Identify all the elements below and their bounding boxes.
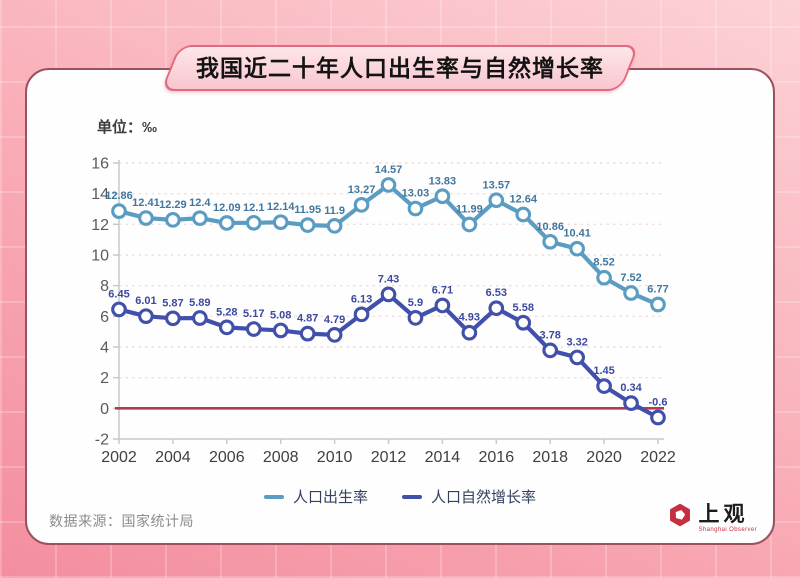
svg-text:2016: 2016 xyxy=(479,449,515,466)
svg-text:12.86: 12.86 xyxy=(105,190,133,202)
shanghai-observer-logo: 上观 Shanghai Observer xyxy=(667,502,758,533)
svg-text:12.29: 12.29 xyxy=(159,199,187,211)
birth-rate-line-swatch xyxy=(263,494,284,499)
chart-legend: 人口出生率 人口自然增长率 xyxy=(27,486,773,507)
svg-text:12.4: 12.4 xyxy=(189,197,211,209)
svg-text:2010: 2010 xyxy=(317,449,353,466)
svg-text:2006: 2006 xyxy=(209,449,245,466)
svg-text:13.83: 13.83 xyxy=(429,175,457,187)
svg-text:7.52: 7.52 xyxy=(620,272,641,284)
svg-text:2022: 2022 xyxy=(640,449,676,466)
data-source-note: 数据来源：国家统计局 xyxy=(49,513,194,529)
legend-label-natural-growth: 人口自然增长率 xyxy=(431,489,537,506)
svg-text:4.87: 4.87 xyxy=(297,313,318,325)
svg-text:14: 14 xyxy=(91,186,109,203)
svg-text:7.43: 7.43 xyxy=(378,273,399,285)
svg-text:6.01: 6.01 xyxy=(135,295,156,307)
svg-text:4: 4 xyxy=(100,339,109,356)
svg-text:5.58: 5.58 xyxy=(513,302,534,314)
svg-text:2002: 2002 xyxy=(101,449,137,466)
svg-text:14.57: 14.57 xyxy=(375,164,403,176)
svg-text:5.17: 5.17 xyxy=(243,308,264,320)
svg-text:13.57: 13.57 xyxy=(483,179,511,191)
svg-text:12.64: 12.64 xyxy=(509,194,537,206)
svg-text:10.86: 10.86 xyxy=(536,221,564,233)
svg-text:5.9: 5.9 xyxy=(408,297,423,309)
svg-text:6.53: 6.53 xyxy=(486,287,507,299)
legend-label-birth-rate: 人口出生率 xyxy=(292,489,368,506)
logo-flower-icon xyxy=(669,503,690,527)
svg-text:12: 12 xyxy=(91,217,109,234)
legend-item-natural-growth: 人口自然增长率 xyxy=(402,486,536,507)
svg-text:3.32: 3.32 xyxy=(566,336,587,348)
svg-text:2008: 2008 xyxy=(263,449,299,466)
svg-text:13.03: 13.03 xyxy=(402,188,430,200)
svg-text:2020: 2020 xyxy=(586,449,622,466)
svg-text:0: 0 xyxy=(100,401,109,418)
svg-text:12.1: 12.1 xyxy=(243,202,264,214)
svg-text:2: 2 xyxy=(100,370,109,387)
svg-text:6: 6 xyxy=(100,309,109,326)
svg-text:16: 16 xyxy=(91,156,109,173)
svg-text:5.28: 5.28 xyxy=(216,306,237,318)
title-banner: 我国近二十年人口出生率与自然增长率 xyxy=(160,45,640,91)
svg-text:13.27: 13.27 xyxy=(348,184,376,196)
content-card: 单位：‰ -2 0 2 4 6 8 10 12 14 16 2002 2004 2006 2008 2010… xyxy=(25,68,775,545)
line-chart: -2 0 2 4 6 8 10 12 14 16 2002 2004 2006 2008 2010 2012 2… xyxy=(91,156,676,466)
natural-growth-line-swatch xyxy=(402,494,422,499)
legend-item-birth-rate: 人口出生率 xyxy=(263,486,368,507)
page-title: 我国近二十年人口出生率与自然增长率 xyxy=(196,55,604,81)
svg-text:10: 10 xyxy=(91,247,109,264)
svg-text:6.77: 6.77 xyxy=(647,284,668,296)
svg-text:5.08: 5.08 xyxy=(270,309,291,321)
svg-text:5.89: 5.89 xyxy=(189,297,210,309)
svg-text:11.99: 11.99 xyxy=(456,203,483,215)
svg-text:2014: 2014 xyxy=(425,449,461,466)
svg-text:3.78: 3.78 xyxy=(539,329,560,341)
logo-wordmark: 上观 Shanghai Observer xyxy=(699,502,758,533)
svg-text:2004: 2004 xyxy=(155,449,191,466)
svg-text:0.34: 0.34 xyxy=(620,382,642,394)
unit-label: 单位：‰ xyxy=(97,119,158,136)
logo-name-zh: 上观 xyxy=(698,502,749,526)
svg-text:11.95: 11.95 xyxy=(294,204,321,216)
svg-text:6.13: 6.13 xyxy=(351,293,372,305)
svg-text:4.93: 4.93 xyxy=(459,312,480,324)
svg-text:12.09: 12.09 xyxy=(213,202,241,214)
svg-text:-2: -2 xyxy=(95,431,109,448)
svg-text:8: 8 xyxy=(100,278,109,295)
svg-text:12.41: 12.41 xyxy=(132,197,160,209)
svg-text:2012: 2012 xyxy=(371,449,407,466)
svg-text:1.45: 1.45 xyxy=(593,365,614,377)
svg-text:8.52: 8.52 xyxy=(593,257,614,269)
svg-text:6.71: 6.71 xyxy=(432,284,453,296)
svg-text:5.87: 5.87 xyxy=(162,297,183,309)
svg-text:4.79: 4.79 xyxy=(324,314,345,326)
svg-text:11.9: 11.9 xyxy=(324,205,345,217)
logo-name-en: Shanghai Observer xyxy=(698,527,757,533)
svg-text:-0.6: -0.6 xyxy=(649,397,668,409)
svg-text:12.14: 12.14 xyxy=(267,201,295,213)
svg-text:2018: 2018 xyxy=(532,449,568,466)
svg-text:6.45: 6.45 xyxy=(108,288,129,300)
svg-text:10.41: 10.41 xyxy=(563,228,591,240)
